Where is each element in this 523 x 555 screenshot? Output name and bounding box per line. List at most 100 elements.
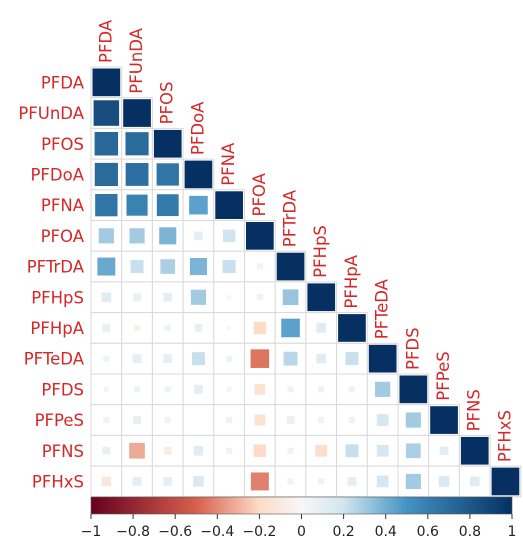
corr-square-pfds-pftrda [287,386,294,393]
corr-square-pfpes-pftrda [286,416,295,424]
row-label-pfoa: PFOA [41,227,85,246]
corr-square-pfhpa-pfdoa [194,324,203,332]
col-label-pfoa: PFOA [250,172,269,216]
corr-square-pfhpa-pfna [227,325,232,330]
color-bar-tick-label: 1 [508,524,517,540]
col-label-pftrda: PFTrDA [281,189,300,247]
corr-square-pfhps-pfoa [256,294,263,301]
corr-square-pfna-pfunda [126,194,148,216]
corr-square-pfna-pfos [156,194,179,217]
corr-square-pfteda-pfoa [250,349,270,368]
col-label-pfpes: PFPeS [434,351,453,400]
corr-square-pfns-pfda [102,446,111,455]
corr-square-pfpes-pfna [226,416,233,424]
corr-square-pfds-pfoa [254,383,266,395]
corr-square-pfhxs-pfdoa [193,476,204,487]
corr-square-pfteda-pfda [103,355,110,362]
corr-square-pfns-pfdoa [193,445,204,456]
corr-square-pftrda-pfna [222,260,236,274]
corr-square-pftrda-pfoa [256,263,263,270]
corr-square-pfna-pfna [215,191,243,219]
corr-square-pfdoa-pfunda [125,163,149,186]
corr-square-pfhxs-pfos [163,477,173,486]
corr-square-pfns-pfhps [315,444,328,457]
row-label-pfhxs: PFHxS [32,472,84,491]
corr-square-pfds-pfteda [375,381,391,397]
corr-square-pfns-pfos [163,446,172,455]
corr-square-pfunda-pfda [93,100,120,126]
col-label-pfdoa: PFDoA [188,101,207,155]
corr-square-pfhxs-pfoa [250,472,269,491]
corr-square-pfds-pfos [164,386,171,393]
col-label-pfunda: PFUnDA [127,27,146,93]
corr-square-pfns-pfns [460,436,489,465]
corr-square-pfhxs-pfhxs [491,467,520,496]
corr-square-pfpes-pfoa [254,414,266,426]
corr-square-pfhpa-pfunda [133,324,141,332]
corr-square-pfteda-pfna [226,355,233,362]
corr-square-pfds-pfhpa [348,386,356,393]
corr-square-pfpes-pfds [405,412,421,428]
row-label-pfna: PFNA [41,196,85,215]
corr-square-pfns-pfpes [439,446,449,456]
corr-square-pfhps-pfda [101,292,112,303]
corr-square-pfoa-pfunda [129,228,145,244]
corr-square-pfns-pfna [226,447,233,454]
corr-square-pfoa-pfos [159,227,177,245]
corr-square-pfhxs-pfhps [318,478,325,485]
corr-square-pfoa-pfda [98,228,114,244]
corr-square-pfdoa-pfdoa [184,160,213,189]
corr-square-pfteda-pftrda [283,351,298,366]
corr-square-pfhxs-pfhpa [347,477,357,486]
col-label-pfhps: PFHpS [311,225,330,278]
color-bar-tick-label: 0.2 [332,524,354,540]
corr-square-pfhxs-pfns [469,476,480,487]
corr-square-pfdoa-pfos [156,163,179,186]
corr-square-pfteda-pfhps [316,353,327,364]
corr-square-pfhxs-pfda [101,476,112,487]
grid-cell [90,250,123,283]
corr-square-pfhps-pfdoa [190,289,207,305]
corr-square-pfds-pfhps [318,386,325,393]
corr-square-pfns-pfoa [253,444,267,457]
corr-square-pfda-pfda [92,68,121,97]
corr-square-pfhpa-pfhpa [338,314,366,342]
corr-square-pfns-pfteda [376,444,389,457]
corr-square-pfns-pftrda [287,447,294,454]
corr-square-pfds-pfna [226,386,232,392]
corr-square-pfhps-pfos [163,292,173,302]
corr-square-pfhpa-pfoa [253,321,267,335]
corr-square-pfns-pfhpa [345,444,359,458]
color-bar-tick-label: 0.8 [459,524,481,540]
color-bar-tick-label: −1 [81,524,102,540]
corr-square-pfhxs-pfpes [438,476,450,487]
row-label-pfunda: PFUnDA [18,104,84,123]
corr-square-pfns-pfds [406,443,421,459]
col-label-pfns: PFNS [465,389,484,431]
col-label-pfda: PFDA [96,19,115,63]
col-label-pfteda: PFTeDA [373,278,392,339]
corr-square-pfpes-pfhps [318,416,325,424]
color-bar-tick-label: −0.2 [242,524,276,540]
col-label-pfhxs: PFHxS [495,410,514,462]
corr-square-pfhpa-pfda [102,324,111,332]
corr-square-pfteda-pfos [163,354,173,364]
color-bar-tick-label: −0.4 [200,524,234,540]
corr-square-pfhps-pfunda [133,293,141,302]
corr-square-pfpes-pfunda [133,416,141,424]
color-bar-tick-label: −0.8 [116,524,150,540]
row-label-pfdoa: PFDoA [30,165,84,184]
color-bar-tick-label: 0.4 [375,524,397,540]
corr-square-pfpes-pfda [103,416,110,424]
corr-square-pfhps-pftrda [282,289,299,306]
corr-square-pfhxs-pfds [405,473,421,490]
corr-square-pfpes-pfpes [430,406,458,434]
corr-square-pfna-pfdoa [189,195,208,215]
grid-cell [213,465,246,498]
row-label-pfos: PFOS [41,135,84,154]
corr-square-pfteda-pfhpa [345,352,359,366]
corr-square-pfteda-pfdoa [191,352,205,366]
color-bar-tick-label: 0.6 [417,524,439,540]
